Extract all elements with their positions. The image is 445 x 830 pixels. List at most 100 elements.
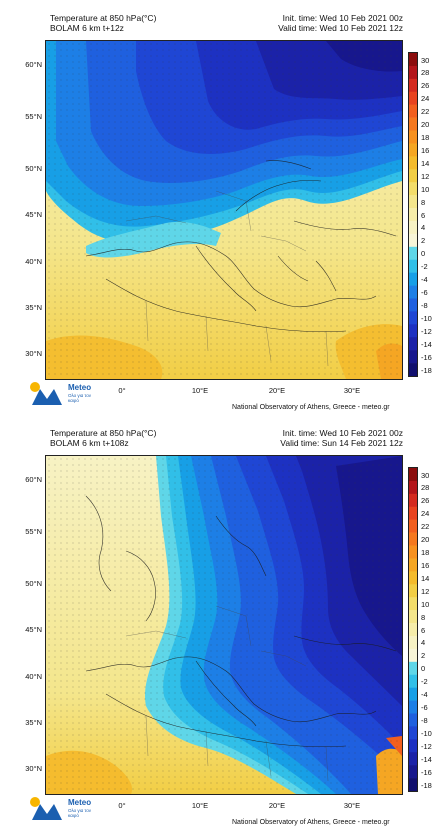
- lat-label: 45°N: [25, 625, 42, 634]
- colorbar-swatch: [409, 571, 417, 585]
- colorbar-tick-label: 26: [421, 496, 430, 506]
- colorbar-swatch: [409, 130, 417, 144]
- colorbar-tick-label: 12: [421, 586, 430, 596]
- model-label: BOLAM 6 km t+12z: [50, 22, 124, 33]
- meteo-logo-icon: [30, 797, 62, 820]
- lat-label: 50°N: [25, 164, 42, 173]
- colorbar-swatches: [409, 468, 417, 791]
- colorbar-swatch: [409, 350, 417, 364]
- colorbar-swatch: [409, 493, 417, 508]
- colorbar-tick-label: 8: [421, 612, 426, 622]
- colorbar-swatch: [409, 117, 417, 131]
- colorbar-swatch: [409, 713, 417, 727]
- credit-text: National Observatory of Athens, Greece -…: [232, 404, 390, 411]
- colorbar-tick-label: 22: [421, 522, 430, 532]
- colorbar-tick-label: 10: [421, 184, 430, 194]
- colorbar-swatch: [409, 480, 417, 495]
- colorbar-swatch: [409, 545, 417, 559]
- colorbar-swatch: [409, 674, 417, 688]
- temperature-map-graphic: [46, 456, 402, 794]
- colorbar-swatch: [409, 246, 417, 261]
- colorbar-swatch: [409, 700, 417, 714]
- colorbar-tick-label: 20: [421, 535, 430, 545]
- lon-label: 10°E: [191, 801, 209, 810]
- colorbar-swatch: [409, 687, 417, 701]
- colorbar-tick-label: -10: [421, 728, 432, 738]
- lat-label: 35°N: [25, 303, 42, 312]
- lat-label: 30°N: [25, 349, 42, 358]
- lon-label: 0°: [118, 386, 126, 395]
- colorbar-swatch: [409, 169, 417, 183]
- forecast-panel-2: Temperature at 850 hPa(°C) BOLAM 6 km t+…: [0, 415, 445, 830]
- colorbar-tick-label: 2: [421, 236, 426, 246]
- lat-label: 35°N: [25, 718, 42, 727]
- colorbar-tick-label: -4: [421, 275, 428, 285]
- logo-name: Meteo: [68, 383, 92, 392]
- colorbar-tick-label: -16: [421, 352, 432, 362]
- colorbar-swatch: [409, 635, 417, 650]
- colorbar-swatch: [409, 584, 417, 598]
- logo-tagline: Ολο για τον καιρό: [68, 393, 92, 403]
- colorbar-swatch: [409, 623, 417, 637]
- colorbar-tick-label: 10: [421, 599, 430, 609]
- colorbar-tick-label: -6: [421, 288, 428, 297]
- colorbar-tick-label: 30: [421, 470, 430, 480]
- lat-label: 40°N: [25, 257, 42, 266]
- init-time: Init. time: Wed 10 Feb 2021 00z: [282, 13, 403, 23]
- colorbar-tick-label: 8: [421, 197, 426, 207]
- panel-header-right: Init. time: Wed 10 Feb 2021 00z Valid ti…: [280, 428, 403, 448]
- colorbar-tick-label: 4: [421, 638, 426, 648]
- colorbar-tick-label: 18: [421, 133, 430, 142]
- colorbar-swatch: [409, 208, 417, 222]
- colorbar-swatch: [409, 156, 417, 170]
- meteo-logo-icon: [30, 382, 62, 405]
- colorbar-swatch: [409, 91, 417, 105]
- colorbar: [408, 52, 418, 377]
- colorbar-tick-label: 16: [421, 145, 430, 155]
- colorbar-swatch: [409, 182, 417, 196]
- colorbar-swatch: [409, 506, 417, 520]
- temperature-map: [45, 455, 403, 795]
- valid-time: Valid time: Sun 14 Feb 2021 12z: [280, 437, 403, 448]
- colorbar-swatch: [409, 739, 417, 753]
- colorbar-swatches: [409, 53, 417, 376]
- lon-label: 20°E: [268, 386, 286, 395]
- map-title: Temperature at 850 hPa(°C): [50, 428, 157, 438]
- colorbar-tick-label: 6: [421, 625, 426, 635]
- colorbar-tick-label: 2: [421, 651, 426, 661]
- lat-label: 60°N: [25, 475, 42, 484]
- colorbar-tick-label: -12: [421, 741, 432, 751]
- colorbar-tick-label: 0: [421, 664, 426, 674]
- colorbar-tick-label: 26: [421, 81, 430, 91]
- colorbar-tick-label: -18: [421, 780, 432, 790]
- colorbar-swatch: [409, 259, 417, 273]
- colorbar-tick-label: 0: [421, 249, 426, 259]
- colorbar-tick-label: -12: [421, 326, 432, 336]
- logo-name: Meteo: [68, 798, 92, 807]
- colorbar-swatch: [409, 532, 417, 546]
- colorbar-swatch: [409, 468, 417, 482]
- lon-label: 10°E: [191, 386, 209, 395]
- colorbar-tick-label: -14: [421, 754, 432, 764]
- colorbar-swatch: [409, 778, 417, 791]
- lon-label: 30°E: [343, 386, 361, 395]
- colorbar-tick-label: 6: [421, 210, 426, 220]
- colorbar-swatch: [409, 324, 417, 338]
- colorbar-tick-label: 18: [421, 548, 430, 557]
- forecast-panel-1: Temperature at 850 hPa(°C) BOLAM 6 km t+…: [25, 13, 432, 411]
- colorbar-tick-label: 20: [421, 120, 430, 130]
- colorbar-tick-label: -2: [421, 262, 428, 272]
- colorbar-tick-label: 22: [421, 107, 430, 117]
- panel-header-left: Temperature at 850 hPa(°C) BOLAM 6 km t+…: [50, 13, 157, 33]
- colorbar-tick-label: 24: [421, 94, 430, 104]
- colorbar-swatch: [409, 143, 417, 157]
- lat-label: 30°N: [25, 764, 42, 773]
- colorbar-swatch: [409, 363, 417, 376]
- colorbar-swatch: [409, 272, 417, 286]
- colorbar-tick-label: -4: [421, 690, 428, 700]
- init-time: Init. time: Wed 10 Feb 2021 00z: [282, 428, 403, 438]
- map-title: Temperature at 850 hPa(°C): [50, 13, 157, 23]
- colorbar-swatch: [409, 311, 417, 325]
- colorbar-tick-label: 30: [421, 55, 430, 65]
- colorbar: [408, 467, 418, 792]
